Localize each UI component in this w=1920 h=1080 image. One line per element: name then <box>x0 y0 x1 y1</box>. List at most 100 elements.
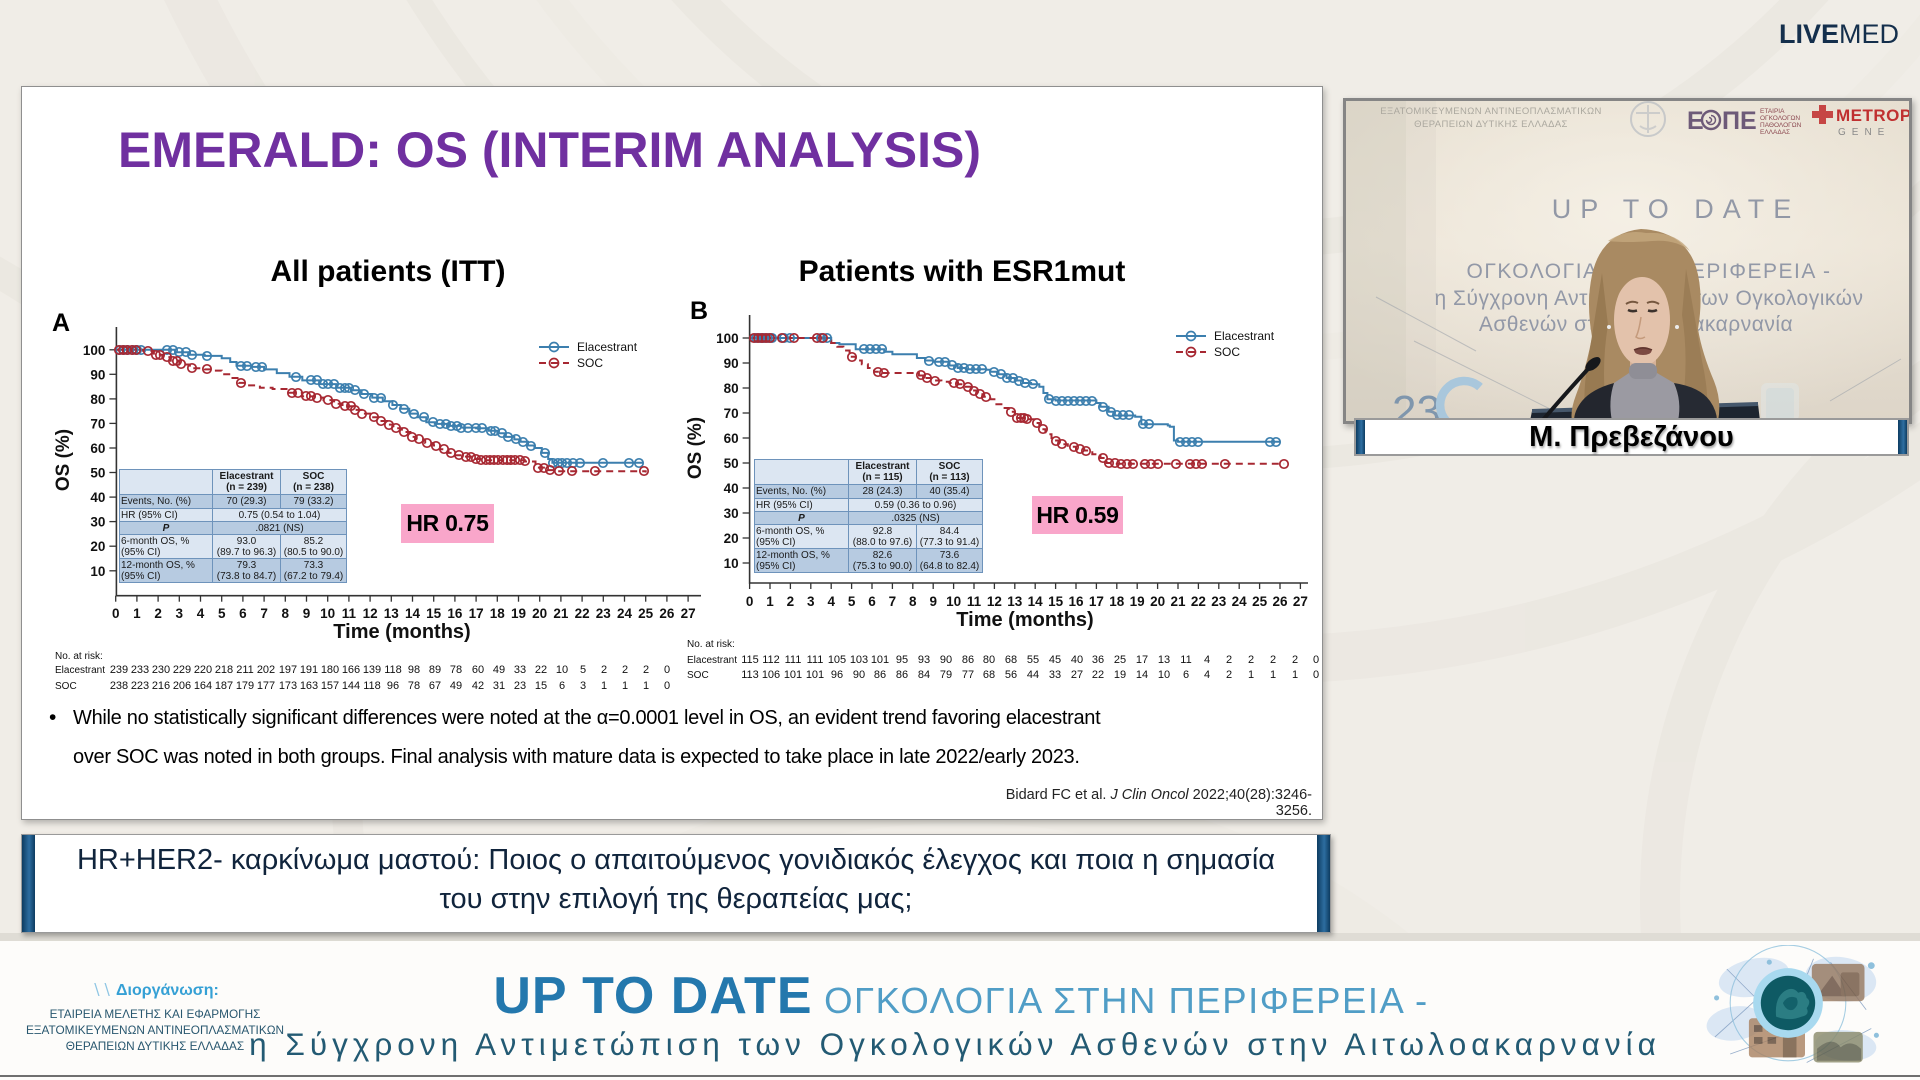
svg-text:100: 100 <box>716 331 739 346</box>
svg-text:4: 4 <box>827 594 835 609</box>
svg-text:11: 11 <box>967 594 982 609</box>
svg-text:45: 45 <box>1049 654 1061 666</box>
svg-text:1: 1 <box>1248 669 1254 681</box>
svg-text:118: 118 <box>363 680 381 692</box>
svg-text:SOC: SOC <box>55 681 77 692</box>
svg-text:77: 77 <box>962 669 974 681</box>
svg-text:25: 25 <box>638 606 654 621</box>
svg-text:60: 60 <box>90 441 105 456</box>
svg-text:98: 98 <box>408 664 420 676</box>
svg-text:3: 3 <box>580 680 586 692</box>
svg-text:7: 7 <box>889 594 897 609</box>
svg-text:22: 22 <box>535 664 547 676</box>
svg-text:ΘΕΡΑΠΕΙΩΝ ΔΥΤΙΚΗΣ ΕΛΛΑΔΑΣ: ΘΕΡΑΠΕΙΩΝ ΔΥΤΙΚΗΣ ΕΛΛΑΔΑΣ <box>1414 119 1568 130</box>
svg-text:96: 96 <box>831 669 843 681</box>
svg-text:80: 80 <box>724 381 739 396</box>
svg-text:GENE: GENE <box>1838 127 1890 138</box>
svg-text:50: 50 <box>724 456 739 471</box>
svg-text:78: 78 <box>450 664 462 676</box>
svg-text:2: 2 <box>601 664 607 676</box>
svg-text:1: 1 <box>601 680 607 692</box>
svg-text:144: 144 <box>342 680 360 692</box>
svg-text:2: 2 <box>1292 654 1298 666</box>
svg-text:10: 10 <box>724 556 739 571</box>
svg-text:206: 206 <box>173 680 191 692</box>
svg-text:42: 42 <box>472 680 484 692</box>
svg-text:OS (%): OS (%) <box>53 429 74 491</box>
svg-text:173: 173 <box>279 680 297 692</box>
svg-text:90: 90 <box>853 669 865 681</box>
svg-text:22: 22 <box>1191 594 1206 609</box>
svg-text:5: 5 <box>218 606 226 621</box>
svg-text:15: 15 <box>535 680 547 692</box>
svg-text:96: 96 <box>387 680 399 692</box>
svg-text:106: 106 <box>762 669 780 681</box>
svg-text:25: 25 <box>1114 654 1126 666</box>
svg-text:Ε: Ε <box>1687 107 1704 135</box>
svg-text:112: 112 <box>762 654 780 666</box>
svg-text:93: 93 <box>918 654 930 666</box>
svg-text:20: 20 <box>90 539 105 554</box>
svg-text:SOC: SOC <box>577 356 603 370</box>
svg-text:230: 230 <box>152 664 170 676</box>
svg-text:180: 180 <box>321 664 339 676</box>
svg-text:Time (months): Time (months) <box>956 609 1093 631</box>
svg-text:70: 70 <box>90 416 105 431</box>
svg-text:SOC: SOC <box>1214 345 1240 359</box>
svg-text:17: 17 <box>1136 654 1148 666</box>
svg-text:238: 238 <box>110 680 128 692</box>
svg-text:1: 1 <box>133 606 141 621</box>
svg-text:191: 191 <box>300 664 318 676</box>
svg-text:2: 2 <box>154 606 162 621</box>
svg-text:OS (%): OS (%) <box>685 417 706 479</box>
svg-text:86: 86 <box>962 654 974 666</box>
svg-text:Elacestrant: Elacestrant <box>577 340 638 354</box>
svg-text:16: 16 <box>1068 594 1084 609</box>
svg-text:86: 86 <box>874 669 886 681</box>
svg-text:Time (months): Time (months) <box>333 621 470 643</box>
svg-text:0: 0 <box>112 606 120 621</box>
svg-text:1: 1 <box>766 594 774 609</box>
svg-text:216: 216 <box>152 680 170 692</box>
svg-text:49: 49 <box>450 680 462 692</box>
svg-text:6: 6 <box>239 606 247 621</box>
svg-text:40: 40 <box>90 490 105 505</box>
svg-text:3: 3 <box>807 594 815 609</box>
svg-text:2: 2 <box>1270 654 1276 666</box>
svg-text:40: 40 <box>724 481 739 496</box>
svg-text:2: 2 <box>787 594 795 609</box>
svg-text:23: 23 <box>1392 387 1441 421</box>
svg-text:30: 30 <box>724 506 739 521</box>
svg-text:17: 17 <box>1089 594 1104 609</box>
svg-text:Elacestrant: Elacestrant <box>1214 329 1275 343</box>
svg-text:12: 12 <box>363 606 378 621</box>
svg-text:95: 95 <box>896 654 908 666</box>
svg-text:21: 21 <box>553 606 569 621</box>
svg-text:17: 17 <box>469 606 484 621</box>
svg-text:101: 101 <box>784 669 802 681</box>
svg-text:9: 9 <box>303 606 311 621</box>
svg-text:24: 24 <box>617 606 633 621</box>
svg-text:33: 33 <box>1049 669 1061 681</box>
svg-text:84: 84 <box>918 669 930 681</box>
svg-text:No. at risk:: No. at risk: <box>687 639 735 650</box>
svg-text:10: 10 <box>90 564 105 579</box>
svg-text:101: 101 <box>806 669 824 681</box>
svg-text:8: 8 <box>909 594 917 609</box>
svg-text:15: 15 <box>1048 594 1064 609</box>
svg-text:9: 9 <box>929 594 937 609</box>
svg-text:UP TO DATE: UP TO DATE <box>1552 194 1801 224</box>
svg-text:11: 11 <box>1180 654 1191 666</box>
svg-text:2: 2 <box>1226 669 1232 681</box>
svg-text:233: 233 <box>131 664 149 676</box>
svg-text:0: 0 <box>664 664 670 676</box>
svg-text:13: 13 <box>1007 594 1023 609</box>
svg-text:27: 27 <box>1071 669 1083 681</box>
svg-text:211: 211 <box>236 664 254 676</box>
svg-text:15: 15 <box>426 606 442 621</box>
svg-text:27: 27 <box>681 606 696 621</box>
svg-text:13: 13 <box>1158 654 1170 666</box>
svg-text:79: 79 <box>940 669 952 681</box>
svg-text:113: 113 <box>741 669 759 681</box>
svg-text:20: 20 <box>532 606 547 621</box>
